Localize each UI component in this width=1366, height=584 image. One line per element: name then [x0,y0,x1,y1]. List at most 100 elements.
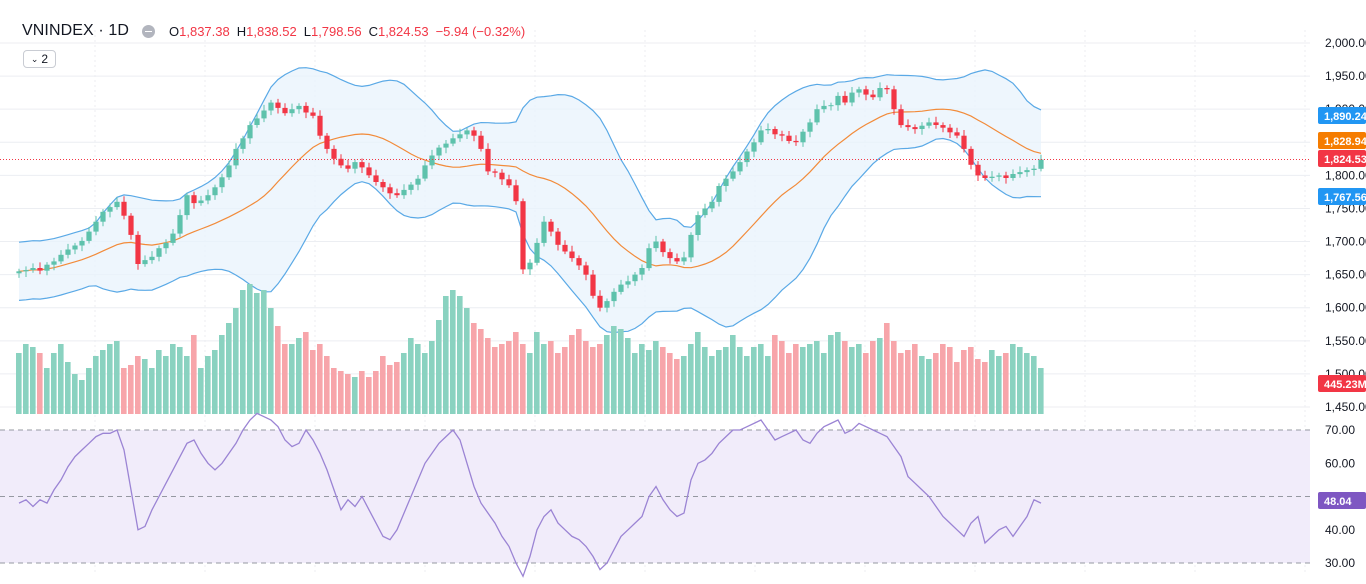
candle-body [828,105,834,107]
candle-body [233,148,239,166]
volume-bar [793,344,799,414]
candle-body [93,221,99,232]
candle-body [667,252,673,259]
candle-body [58,254,64,262]
volume-bar [394,362,400,414]
volume-bar [765,356,771,414]
ohlc-change: −5.94 (−0.32%) [435,23,526,39]
candle-body [716,186,722,202]
candle-body [982,175,988,178]
candle-body [870,94,876,98]
candle-body [954,132,960,136]
volume-bar [387,365,393,414]
volume-bar [772,335,778,414]
volume-bar [135,356,141,414]
volume-bar [149,368,155,414]
volume-bar [821,353,827,414]
volume-bar [723,347,729,414]
volume-bar [415,344,421,414]
volume-bar [737,347,743,414]
candle-body [765,129,771,131]
volume-bar [849,347,855,414]
candle-body [534,242,540,263]
volume-bar [184,356,190,414]
candle-body [485,148,491,172]
last-price-tag: 1,824.53 [1318,150,1366,167]
candle-body [51,261,57,265]
candle-body [114,201,120,208]
volume-bar [16,353,22,414]
candle-body [793,140,799,143]
candle-body [499,172,505,180]
volume-bar [128,365,134,414]
volume-bar [632,353,638,414]
candle-body [702,208,708,216]
upper-band-price-tag: 1,890.24 [1318,107,1366,124]
candle-body [947,127,953,133]
volume-bar [261,290,267,414]
price-tick-label: 1,650.00 [1325,268,1366,282]
candle-body [128,215,134,235]
volume-bar [408,338,414,414]
low-value: 1,798.56 [310,23,362,39]
market-status-icon[interactable] [142,24,155,38]
candle-body [191,195,197,204]
candle-body [289,109,295,114]
volume-bar [499,344,505,414]
candle-body [100,211,106,222]
volume-bar [639,344,645,414]
volume-bar [86,368,92,414]
close-key: C [368,23,378,39]
volume-bar [1010,344,1016,414]
volume-bar [905,350,911,414]
candle-body [79,240,85,246]
price-tick-label: 1,600.00 [1325,301,1366,315]
volume-bar [842,341,848,414]
volume-bar [800,347,806,414]
bollinger-lower-line [18,137,1042,334]
volume-bar [457,296,463,414]
rsi-tick-label: 40.00 [1325,523,1355,537]
candle-body [331,148,337,159]
rsi-tick-label: 70.00 [1325,423,1355,437]
volume-bar [289,344,295,414]
bollinger-band-fill [19,67,1041,333]
volume-bar [212,350,218,414]
volume-bar [891,341,897,414]
volume-bar [422,353,428,414]
volume-bar [324,356,330,414]
candle-body [135,234,141,264]
candle-body [961,135,967,149]
ohlc-close: C1,824.53 [369,24,429,39]
volume-bar [898,353,904,414]
high-key: H [236,23,247,39]
indicators-collapse-button[interactable]: ⌄ 2 [23,50,56,68]
volume-bar [835,332,841,414]
candle-body [681,257,687,262]
volume-bar [352,377,358,414]
candle-body [401,189,407,196]
candle-body [842,95,848,103]
candle-body [604,301,610,308]
candle-body [170,233,176,243]
candle-body [352,162,358,169]
candle-body [506,179,512,186]
candle-body [373,175,379,182]
rsi-band-background [0,430,1310,563]
volume-bar [296,338,302,414]
volume-bar [933,353,939,414]
candle-body [940,125,946,128]
volume-bar [345,374,351,414]
volume-bar [996,356,1002,414]
symbol-title[interactable]: VNINDEX · 1D [22,22,129,39]
candle-body [527,262,533,270]
volume-bar [107,344,113,414]
volume-bar [926,359,932,414]
candle-body [632,274,638,282]
candle-body [1038,159,1044,169]
candle-body [359,162,365,168]
volume-bar [100,350,106,414]
volume-bar [940,344,946,414]
volume-bar [807,344,813,414]
